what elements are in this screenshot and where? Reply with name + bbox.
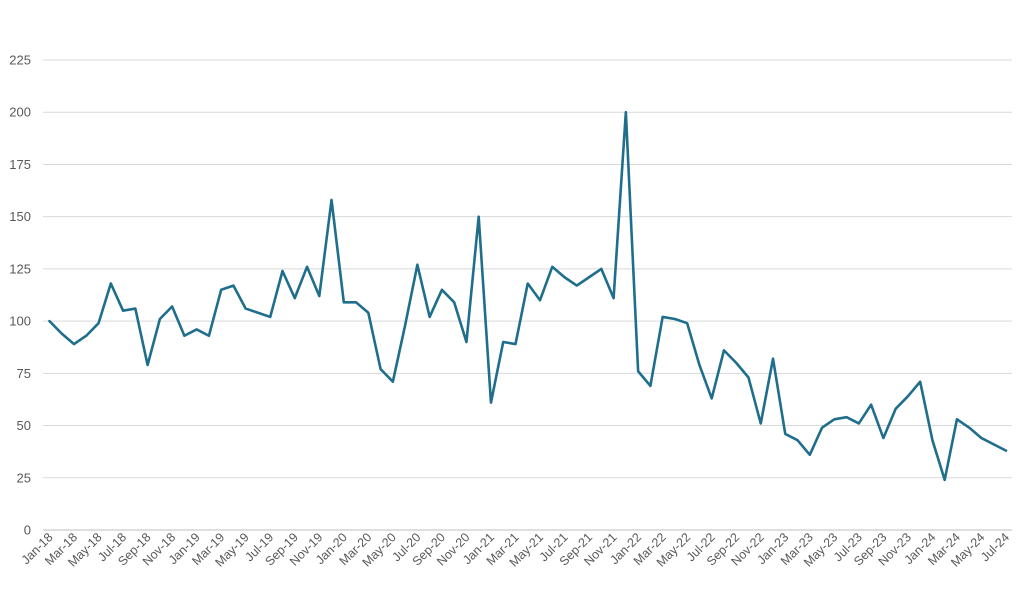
y-tick-label-225: 225 — [9, 53, 31, 68]
gridlines — [43, 59, 1012, 479]
y-tick-label-100: 100 — [9, 314, 31, 329]
y-tick-label-25: 25 — [17, 470, 31, 485]
series-layer — [48, 110, 1008, 482]
x-tick-label-Jul-24: Jul-24 — [978, 530, 1012, 564]
y-tick-label-125: 125 — [9, 261, 31, 276]
x-axis-ticks: Jan-18Mar-18May-18Jul-18Sep-18Nov-18Jan-… — [19, 530, 1012, 569]
y-tick-label-150: 150 — [9, 209, 31, 224]
y-tick-label-175: 175 — [9, 157, 31, 172]
y-tick-label-50: 50 — [17, 418, 31, 433]
y-tick-label-0: 0 — [24, 523, 31, 538]
y-axis-ticks: 0 25 50 75 100 125 150 175 200 225 — [9, 53, 31, 538]
y-tick-label-75: 75 — [17, 366, 31, 381]
y-tick-label-200: 200 — [9, 105, 31, 120]
series-line-0 — [48, 110, 1008, 482]
